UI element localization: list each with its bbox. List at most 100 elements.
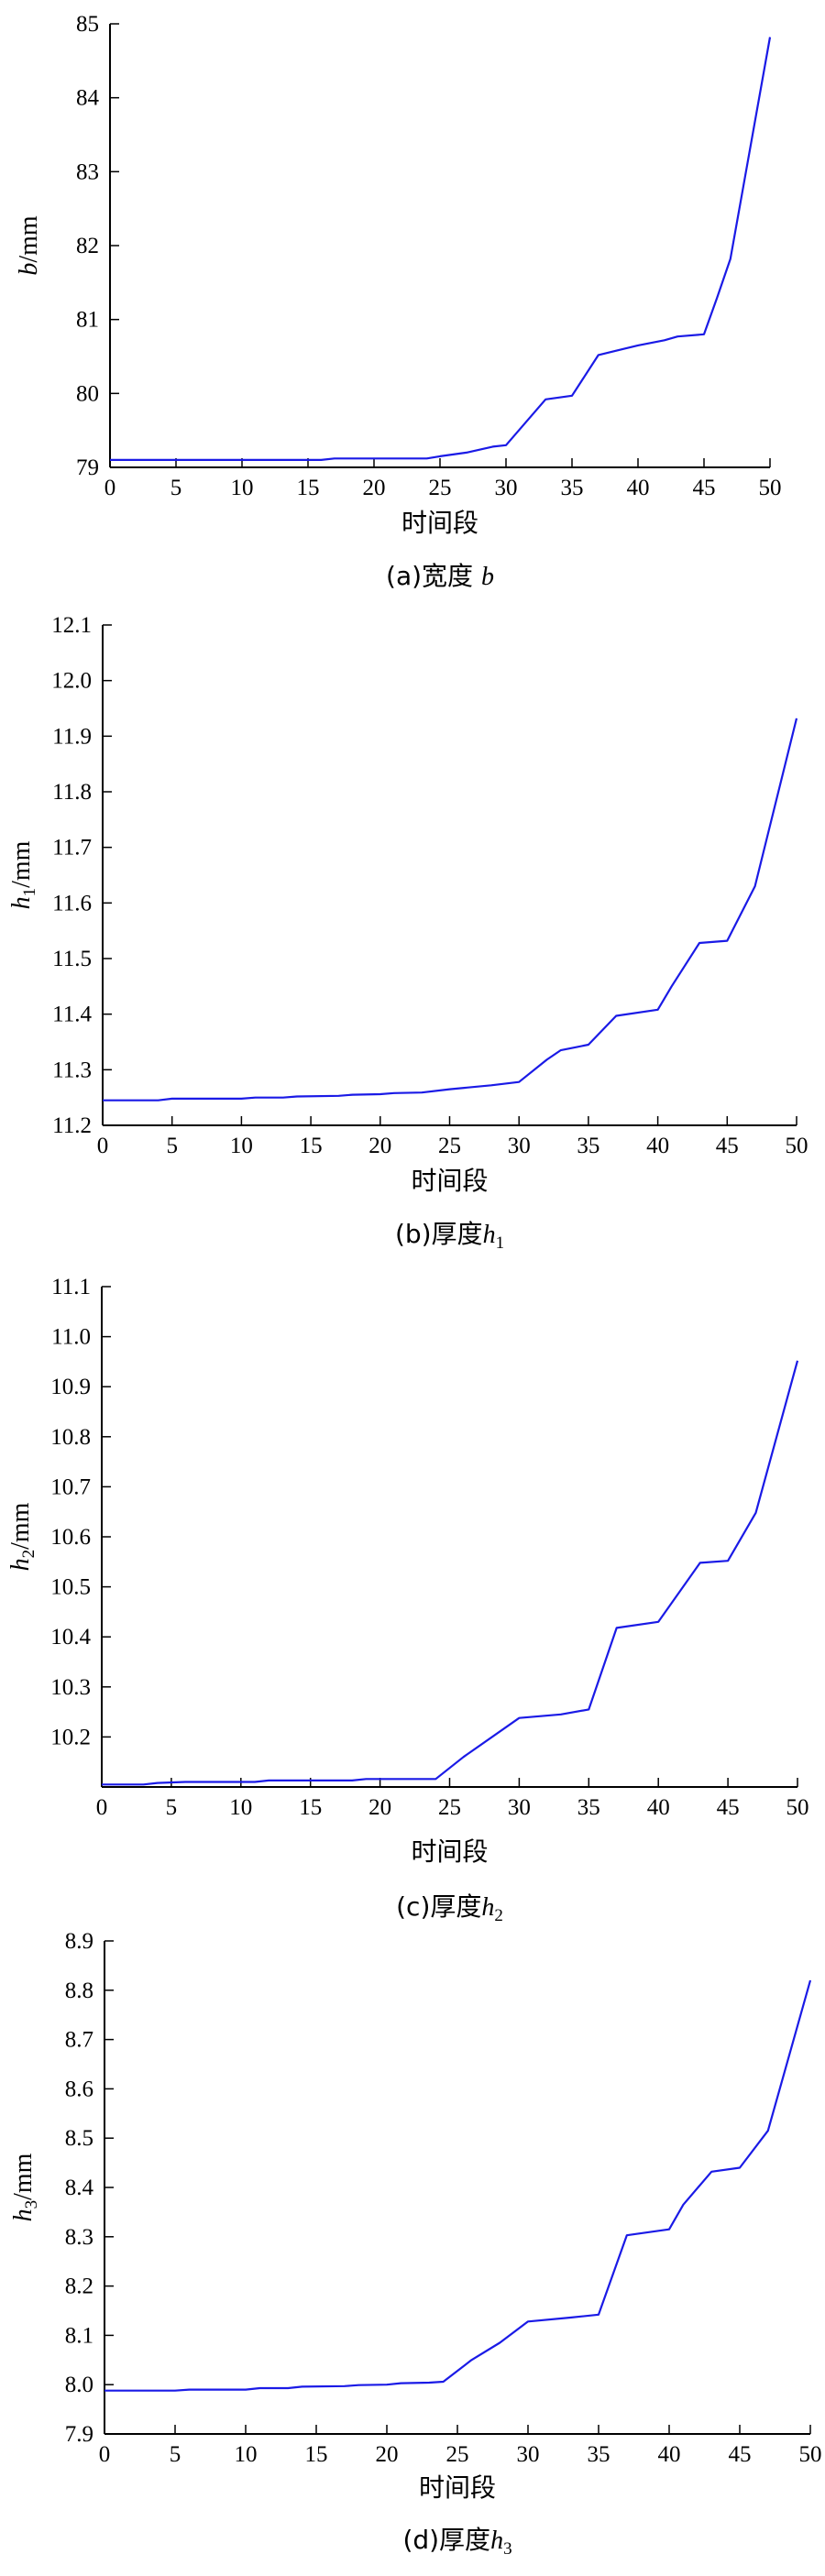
y-tick-label: 8.4 (65, 2176, 94, 2200)
x-tick-label: 30 (517, 2442, 540, 2467)
chart-panel-0: 0 5 10 15 20 25 30 35 40 45 50 79 80 81 82 83 84 85 时间段 b/m… (15, 12, 782, 591)
x-tick-label: 5 (166, 1134, 178, 1158)
x-tick-label: 5 (170, 2442, 182, 2467)
x-tick-label: 20 (368, 1795, 391, 1820)
x-tick-label: 30 (508, 1795, 531, 1820)
x-tick-label: 20 (376, 2442, 399, 2467)
y-tick-label: 8.5 (65, 2126, 94, 2151)
x-tick-label: 50 (759, 476, 782, 500)
x-axis-label: 时间段 (411, 1166, 488, 1196)
x-tick-label: 40 (647, 1795, 670, 1820)
y-axis-label: h2/mm (6, 1502, 38, 1571)
y-tick-label: 11.0 (51, 1325, 91, 1350)
x-tick-label: 35 (578, 1795, 600, 1820)
y-tick-label: 8.2 (65, 2275, 94, 2299)
y-tick-label: 82 (76, 234, 99, 258)
y-axis-label: h1/mm (7, 840, 39, 909)
x-tick-label: 0 (99, 2442, 111, 2467)
x-tick-label: 15 (297, 476, 320, 500)
series-line (104, 1979, 812, 2392)
x-tick-label: 45 (716, 1134, 739, 1158)
y-tick-label: 10.6 (50, 1525, 91, 1550)
x-tick-label: 10 (231, 476, 254, 500)
series-line (103, 718, 798, 1102)
y-axis-label: b/mm (15, 215, 43, 276)
x-tick-label: 15 (300, 1134, 323, 1158)
y-tick-label: 10.5 (50, 1575, 91, 1600)
x-tick-label: 45 (717, 1795, 740, 1820)
y-tick-label: 10.2 (50, 1725, 91, 1749)
y-tick-label: 8.6 (65, 2077, 94, 2101)
y-tick-label: 81 (76, 308, 99, 333)
y-tick-label: 8.7 (65, 2028, 94, 2053)
x-tick-label: 10 (229, 1795, 252, 1820)
y-tick-label: 11.7 (52, 836, 92, 860)
chart-panel-3: 0 5 10 15 20 25 30 35 40 45 50 7.9 8.0 8.1 8.2 8.3 8.4 8.… (9, 1929, 822, 2559)
x-tick-label: 50 (786, 1134, 808, 1158)
x-tick-label: 25 (438, 1134, 461, 1158)
x-tick-label: 5 (170, 476, 182, 500)
chart-caption: (c)厚度h2 (396, 1891, 503, 1925)
y-tick-label: 11.8 (52, 780, 92, 805)
x-tick-label: 25 (446, 2442, 469, 2467)
x-tick-label: 20 (363, 476, 386, 500)
x-tick-label: 45 (693, 476, 716, 500)
y-tick-label: 11.2 (52, 1113, 92, 1138)
x-tick-label: 10 (230, 1134, 253, 1158)
y-tick-label: 11.9 (52, 724, 92, 749)
x-tick-label: 25 (438, 1795, 461, 1820)
x-tick-label: 15 (299, 1795, 322, 1820)
x-axis-label: 时间段 (411, 1836, 488, 1867)
chart-caption: (b)厚度h1 (395, 1219, 504, 1253)
y-tick-label: 7.9 (65, 2422, 94, 2447)
y-tick-label: 79 (76, 455, 99, 480)
y-tick-label: 84 (76, 86, 100, 111)
y-axis-label: h3/mm (9, 2153, 41, 2221)
y-tick-label: 8.3 (65, 2225, 94, 2250)
series-line (110, 37, 772, 461)
y-tick-label: 10.4 (50, 1625, 91, 1650)
y-tick-label: 8.9 (65, 1929, 94, 1954)
y-tick-label: 11.5 (52, 947, 92, 971)
x-tick-label: 50 (786, 1795, 809, 1820)
chart-caption: (a)宽度 b (386, 561, 494, 591)
x-tick-label: 10 (235, 2442, 258, 2467)
x-tick-label: 35 (561, 476, 584, 500)
x-tick-label: 0 (96, 1795, 108, 1820)
y-tick-label: 11.3 (52, 1058, 92, 1082)
chart-panel-1: 0 5 10 15 20 25 30 35 40 45 50 11.2 11.3 11.4 11.5 11.6… (7, 613, 808, 1253)
y-tick-label: 10.9 (50, 1375, 91, 1399)
y-tick-label: 8.0 (65, 2373, 94, 2397)
y-tick-label: 8.1 (65, 2323, 94, 2348)
x-tick-label: 5 (166, 1795, 178, 1820)
x-tick-label: 35 (577, 1134, 600, 1158)
y-tick-label: 8.8 (65, 1979, 94, 2003)
x-axis-label: 时间段 (419, 2472, 496, 2503)
x-tick-label: 25 (429, 476, 452, 500)
x-tick-label: 30 (508, 1134, 531, 1158)
x-tick-label: 0 (104, 476, 116, 500)
y-tick-label: 83 (76, 159, 99, 184)
x-tick-label: 45 (729, 2442, 752, 2467)
x-tick-label: 40 (646, 1134, 669, 1158)
y-tick-label: 80 (76, 381, 99, 406)
chart-caption: (d)厚度h3 (402, 2525, 512, 2559)
x-axis-label: 时间段 (402, 508, 478, 538)
x-tick-label: 50 (799, 2442, 822, 2467)
x-tick-label: 15 (305, 2442, 328, 2467)
y-tick-label: 10.8 (50, 1425, 91, 1450)
y-tick-label: 10.7 (50, 1474, 91, 1499)
x-tick-label: 30 (495, 476, 518, 500)
series-line (102, 1360, 799, 1786)
y-tick-label: 12.0 (51, 669, 92, 694)
y-tick-label: 85 (76, 12, 99, 37)
y-tick-label: 10.3 (50, 1675, 91, 1700)
x-tick-label: 20 (368, 1134, 391, 1158)
x-tick-label: 40 (627, 476, 650, 500)
y-tick-label: 11.6 (52, 891, 92, 915)
x-tick-label: 35 (588, 2442, 610, 2467)
y-tick-label: 12.1 (51, 613, 92, 638)
x-tick-label: 40 (658, 2442, 681, 2467)
x-tick-label: 0 (97, 1134, 109, 1158)
